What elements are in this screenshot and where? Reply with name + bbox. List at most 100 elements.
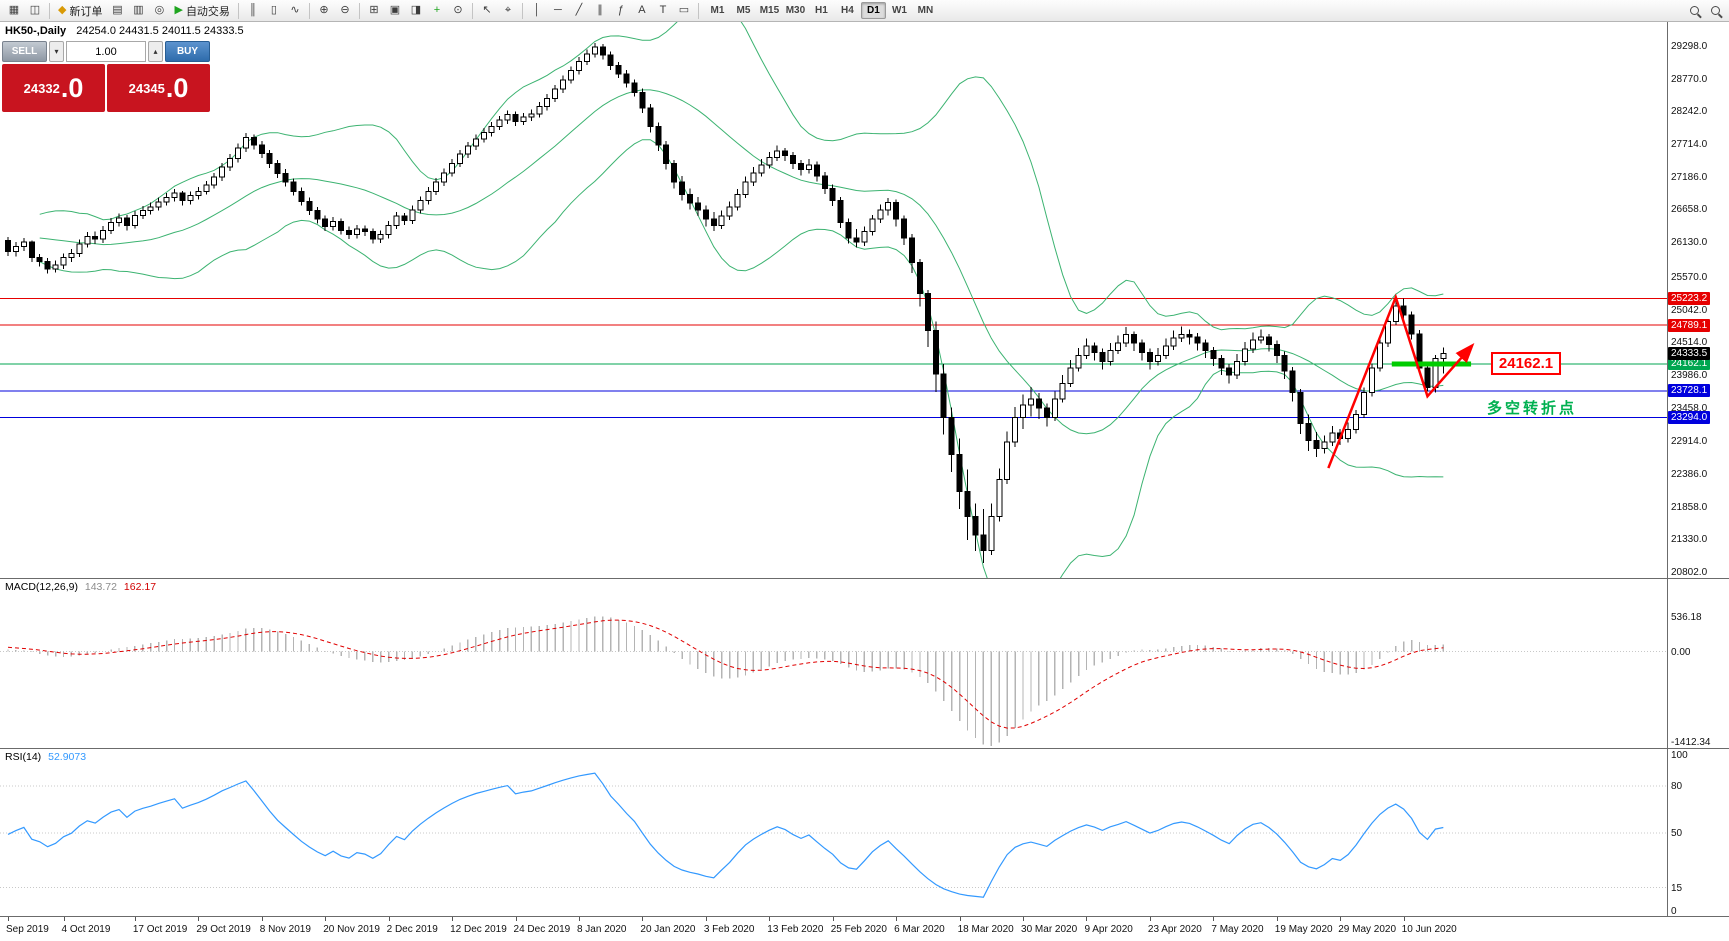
ohlc-values: 24254.0 24431.5 24011.5 24333.5 <box>76 25 244 37</box>
timeframe-m5[interactable]: M5 <box>736 5 751 16</box>
time-axis-label: 29 May 2020 <box>1338 924 1397 935</box>
main-chart-panel: 29298.0 28770.0 28242.0 27714.0 27186.0 26658… <box>0 22 1729 578</box>
macd-axis[interactable]: 536.18 0.00 -1412.34 <box>1667 579 1729 748</box>
text-icon: A <box>638 4 646 16</box>
new-chart-icon: ▦ <box>8 4 20 16</box>
macd-name: MACD(12,26,9) <box>5 581 78 593</box>
chart-stack: 29298.0 28770.0 28242.0 27714.0 27186.0 26658… <box>0 22 1729 941</box>
buy-button[interactable]: BUY <box>165 41 210 62</box>
timeframe-m30[interactable]: M30 <box>785 5 806 16</box>
vertical-line-icon[interactable]: │ <box>527 2 547 20</box>
autotrading-button[interactable]: ▶ 自动交易 <box>170 2 233 20</box>
time-axis-label: 18 Mar 2020 <box>957 924 1014 935</box>
bar-chart-icon: ║ <box>249 4 257 16</box>
rsi-axis[interactable]: 100 80 50 15 0 <box>1667 749 1729 917</box>
macd-histogram <box>7 616 1445 746</box>
time-axis-label: 20 Jan 2020 <box>640 924 696 935</box>
timeframe-w1[interactable]: W1 <box>891 5 907 16</box>
macd-signal-value: 162.17 <box>123 581 157 593</box>
profiles-icon[interactable]: ◫ <box>25 2 45 20</box>
candlestick-chart[interactable] <box>0 22 1667 578</box>
terminal-icon[interactable]: ▥ <box>128 2 148 20</box>
time-axis-label: 2 Dec 2019 <box>386 924 438 935</box>
time-axis[interactable]: Sep 2019 4 Oct 2019 17 Oct 2019 29 Oct 2019… <box>0 916 1729 941</box>
toolbar-separator <box>237 2 239 19</box>
macd-axis-label: 536.18 <box>1671 612 1702 624</box>
time-tick <box>896 917 898 921</box>
time-axis-label: 19 May 2020 <box>1274 924 1333 935</box>
timeframe-buttons: M1 M5 M15 M30 H1 H4 D1 W1 MN <box>705 2 938 19</box>
fibonacci-icon[interactable]: ƒ <box>611 2 631 20</box>
navigator-icon[interactable]: ◎ <box>149 2 169 20</box>
text-icon[interactable]: A <box>632 2 652 20</box>
line-chart-icon[interactable]: ∿ <box>285 2 305 20</box>
rsi-chart[interactable] <box>0 749 1667 917</box>
sell-button[interactable]: SELL <box>2 41 47 62</box>
crosshair-icon[interactable]: ⌖ <box>498 2 518 20</box>
autotrading-button-label: 自动交易 <box>185 5 230 18</box>
auto-scroll-icon[interactable]: ◨ <box>406 2 426 20</box>
buy-price-button[interactable]: 24345 .0 <box>107 64 210 112</box>
chart-shift-icon[interactable]: ▣ <box>385 2 405 20</box>
time-tick <box>261 917 263 921</box>
price-line-badge: 23294.0 <box>1668 411 1711 425</box>
symbol-period-label: HK50-,Daily <box>5 25 67 37</box>
price-axis-label: 21858.0 <box>1671 501 1708 513</box>
new-order-button[interactable]: ◆ 新订单 <box>54 2 106 20</box>
zoom-out-icon[interactable]: ⊖ <box>335 2 355 20</box>
time-axis-label: 8 Nov 2019 <box>259 924 311 935</box>
timeframe-m1[interactable]: M1 <box>710 5 725 16</box>
time-axis-label: 12 Dec 2019 <box>450 924 507 935</box>
trendline-icon: ╱ <box>575 4 583 16</box>
channel-icon[interactable]: ∥ <box>590 2 610 20</box>
volume-input[interactable] <box>66 41 146 62</box>
time-axis-label: 3 Feb 2020 <box>703 924 755 935</box>
timeframe-mn[interactable]: MN <box>917 5 934 16</box>
price-axis[interactable]: 29298.0 28770.0 28242.0 27714.0 27186.0 26658… <box>1667 22 1729 578</box>
add-indicator-icon[interactable]: + <box>427 2 447 20</box>
symbol-search-icon[interactable] <box>1684 2 1704 20</box>
timeframe-m15[interactable]: M15 <box>759 5 780 16</box>
volume-increase-button[interactable]: ▴ <box>148 41 163 62</box>
chart-search-icon[interactable] <box>1705 2 1725 20</box>
horizontal-line-icon[interactable]: ─ <box>548 2 568 20</box>
timeframe-d1[interactable]: D1 <box>860 2 886 19</box>
new-chart-icon[interactable]: ▦ <box>4 2 24 20</box>
market-watch-icon[interactable]: ▤ <box>107 2 127 20</box>
rsi-line <box>7 772 1444 898</box>
macd-chart[interactable] <box>0 579 1667 749</box>
volume-decrease-button[interactable]: ▾ <box>49 41 64 62</box>
price-axis-label: 27714.0 <box>1671 139 1708 151</box>
time-axis-label: 13 Feb 2020 <box>767 924 824 935</box>
label-icon[interactable]: T <box>653 2 673 20</box>
toolbar-separator <box>521 2 523 19</box>
timeframe-h4[interactable]: H4 <box>841 5 854 16</box>
bar-chart-icon[interactable]: ║ <box>243 2 263 20</box>
bollinger-l <box>39 139 1444 578</box>
toolbar-separator <box>308 2 310 19</box>
rsi-axis-label: 50 <box>1671 828 1683 839</box>
time-tick <box>1023 917 1025 921</box>
price-axis-label: 28770.0 <box>1671 73 1708 85</box>
period-dropdown-icon[interactable]: ⊙ <box>448 2 468 20</box>
new-order-button-label: 新订单 <box>69 5 103 18</box>
cursor-icon: ↖ <box>482 4 492 16</box>
tile-windows-icon[interactable]: ⊞ <box>364 2 384 20</box>
trendline-icon[interactable]: ╱ <box>569 2 589 20</box>
price-line-badge: 25223.2 <box>1668 291 1711 305</box>
sell-price-button[interactable]: 24332 .0 <box>2 64 105 112</box>
price-axis-label: 27186.0 <box>1671 171 1708 183</box>
timeframe-h1[interactable]: H1 <box>815 5 828 16</box>
shapes-icon[interactable]: ▭ <box>674 2 694 20</box>
toolbar-separator <box>49 2 50 19</box>
channel-icon: ∥ <box>597 4 603 16</box>
rsi-axis-label: 80 <box>1671 781 1683 793</box>
cursor-icon[interactable]: ↖ <box>477 2 497 20</box>
time-axis-label: 24 Dec 2019 <box>513 924 571 935</box>
price-axis-label: 22914.0 <box>1671 436 1708 448</box>
candlestick-chart-icon[interactable]: ▯ <box>264 2 284 20</box>
chart-title: HK50-,Daily 24254.0 24431.5 24011.5 2433… <box>5 25 244 37</box>
zoom-in-icon[interactable]: ⊕ <box>314 2 334 20</box>
profiles-icon: ◫ <box>29 4 41 16</box>
toolbar: ▦ ◫ ◆ 新订单 ▤ ▥ ◎ ▶ 自动交易 ║ ▯ ∿ ⊕ ⊖ ⊞ ▣ ◨ + ⊙ ↖ ⌖ │ ─ ╱ ∥ ƒ A T ▭ M1 M5 M1… <box>0 0 1729 22</box>
